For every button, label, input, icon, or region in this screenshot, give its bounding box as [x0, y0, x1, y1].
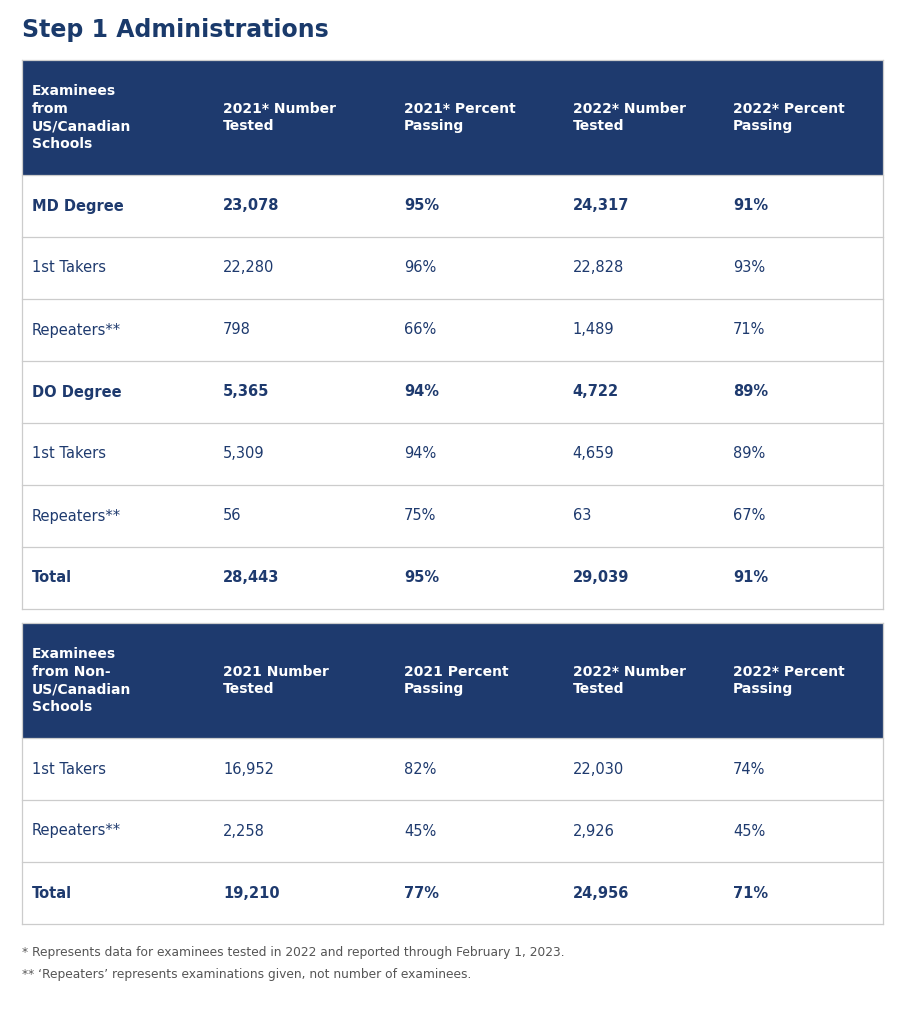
Text: 28,443: 28,443 [224, 570, 280, 586]
Text: 71%: 71% [733, 323, 766, 338]
Text: 24,956: 24,956 [573, 886, 629, 900]
Text: 63: 63 [573, 509, 591, 523]
Text: 89%: 89% [733, 446, 765, 462]
Text: 24,317: 24,317 [573, 199, 629, 213]
Text: 45%: 45% [404, 823, 436, 839]
Text: 5,365: 5,365 [224, 384, 270, 399]
Bar [22, 237, 883, 299]
Text: 4,659: 4,659 [573, 446, 614, 462]
Text: 2021* Percent
Passing: 2021* Percent Passing [404, 101, 516, 133]
Text: 74%: 74% [733, 762, 766, 776]
Text: 1st Takers: 1st Takers [32, 260, 106, 275]
Bar [22, 485, 883, 547]
Text: 45%: 45% [733, 823, 765, 839]
Text: * Represents data for examinees tested in 2022 and reported through February 1, : * Represents data for examinees tested i… [22, 946, 565, 959]
Text: 2021* Number
Tested: 2021* Number Tested [224, 101, 336, 133]
Text: 2,926: 2,926 [573, 823, 614, 839]
Text: 2021 Percent
Passing: 2021 Percent Passing [404, 665, 509, 696]
Text: 75%: 75% [404, 509, 436, 523]
Text: 89%: 89% [733, 384, 768, 399]
Text: 66%: 66% [404, 323, 436, 338]
Text: 2022* Number
Tested: 2022* Number Tested [573, 101, 686, 133]
Text: Examinees
from Non-
US/Canadian
Schools: Examinees from Non- US/Canadian Schools [32, 647, 131, 715]
Text: ** ‘Repeaters’ represents examinations given, not number of examinees.: ** ‘Repeaters’ represents examinations g… [22, 968, 472, 981]
Bar [22, 738, 883, 800]
Text: 16,952: 16,952 [224, 762, 274, 776]
Text: 2022* Number
Tested: 2022* Number Tested [573, 665, 686, 696]
Text: 77%: 77% [404, 886, 439, 900]
Text: Repeaters**: Repeaters** [32, 823, 121, 839]
Text: 22,280: 22,280 [224, 260, 274, 275]
Text: 67%: 67% [733, 509, 766, 523]
Text: Total: Total [32, 886, 72, 900]
Bar [22, 175, 883, 237]
Text: 1st Takers: 1st Takers [32, 446, 106, 462]
Text: 1st Takers: 1st Takers [32, 762, 106, 776]
Text: 798: 798 [224, 323, 251, 338]
Text: 95%: 95% [404, 199, 439, 213]
Text: 19,210: 19,210 [224, 886, 280, 900]
Text: 82%: 82% [404, 762, 436, 776]
Text: MD Degree: MD Degree [32, 199, 124, 213]
Text: DO Degree: DO Degree [32, 384, 121, 399]
Text: 56: 56 [224, 509, 242, 523]
Text: 2022* Percent
Passing: 2022* Percent Passing [733, 101, 844, 133]
Bar [22, 623, 883, 738]
Text: 2021 Number
Tested: 2021 Number Tested [224, 665, 329, 696]
Text: Repeaters**: Repeaters** [32, 323, 121, 338]
Text: 5,309: 5,309 [224, 446, 265, 462]
Text: 2022* Percent
Passing: 2022* Percent Passing [733, 665, 844, 696]
Bar [22, 862, 883, 924]
Text: 96%: 96% [404, 260, 436, 275]
Text: 94%: 94% [404, 384, 439, 399]
Text: 91%: 91% [733, 570, 768, 586]
Text: 71%: 71% [733, 886, 768, 900]
Text: 29,039: 29,039 [573, 570, 629, 586]
Bar [22, 60, 883, 175]
Bar [22, 299, 883, 361]
Text: 22,828: 22,828 [573, 260, 624, 275]
Text: Examinees
from
US/Canadian
Schools: Examinees from US/Canadian Schools [32, 84, 131, 152]
Text: Total: Total [32, 570, 72, 586]
Text: 22,030: 22,030 [573, 762, 624, 776]
Text: 2,258: 2,258 [224, 823, 265, 839]
Bar [22, 423, 883, 485]
Text: 95%: 95% [404, 570, 439, 586]
Text: 4,722: 4,722 [573, 384, 619, 399]
Text: Step 1 Administrations: Step 1 Administrations [22, 18, 329, 42]
Bar [22, 800, 883, 862]
Text: 94%: 94% [404, 446, 436, 462]
Bar [22, 547, 883, 609]
Text: 23,078: 23,078 [224, 199, 280, 213]
Text: 1,489: 1,489 [573, 323, 614, 338]
Text: 91%: 91% [733, 199, 768, 213]
Bar [22, 361, 883, 423]
Text: Repeaters**: Repeaters** [32, 509, 121, 523]
Text: 93%: 93% [733, 260, 765, 275]
